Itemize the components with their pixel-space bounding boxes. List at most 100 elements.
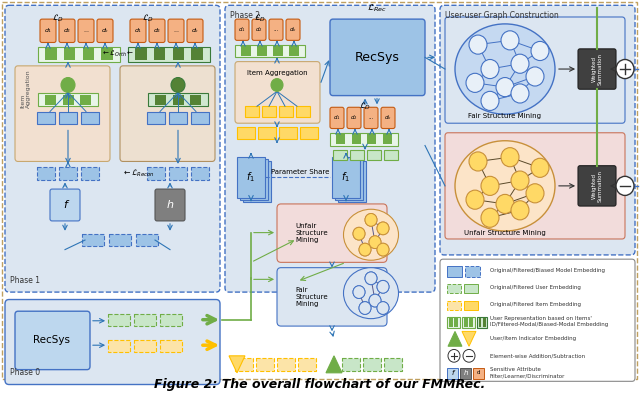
Bar: [235, 45, 305, 57]
Text: $\leftarrow\mathcal{L}_{Orth}\leftarrow$: $\leftarrow\mathcal{L}_{Orth}\leftarrow$: [101, 49, 135, 59]
Circle shape: [501, 148, 519, 167]
Text: $d_1$: $d_1$: [44, 26, 52, 35]
FancyBboxPatch shape: [286, 19, 300, 40]
Bar: [333, 150, 346, 160]
FancyBboxPatch shape: [269, 19, 283, 40]
Text: $f_1$: $f_1$: [246, 171, 255, 184]
Text: $d_2$: $d_2$: [63, 26, 71, 35]
Circle shape: [511, 171, 529, 190]
Bar: [45, 48, 57, 60]
Circle shape: [359, 243, 371, 256]
Circle shape: [526, 67, 544, 86]
Text: $\mathcal{L}_D$: $\mathcal{L}_D$: [359, 101, 371, 112]
Text: ...: ...: [369, 116, 374, 120]
Text: $d_2$: $d_2$: [153, 26, 161, 35]
Bar: [383, 134, 392, 144]
Circle shape: [365, 213, 377, 226]
Bar: [464, 301, 478, 310]
Circle shape: [496, 195, 514, 213]
FancyBboxPatch shape: [187, 19, 203, 42]
Bar: [173, 48, 184, 60]
Bar: [384, 358, 402, 371]
Text: RecSys: RecSys: [33, 335, 70, 345]
Bar: [338, 162, 366, 202]
Bar: [289, 46, 299, 56]
FancyBboxPatch shape: [277, 204, 387, 263]
Bar: [136, 48, 147, 60]
Text: $f_1$: $f_1$: [342, 171, 351, 184]
Bar: [477, 316, 487, 328]
Bar: [332, 157, 360, 198]
FancyBboxPatch shape: [235, 19, 249, 40]
Circle shape: [377, 302, 389, 314]
Bar: [136, 234, 158, 246]
Bar: [134, 314, 156, 326]
Bar: [296, 106, 310, 117]
Bar: [63, 95, 74, 105]
Ellipse shape: [344, 268, 399, 319]
Circle shape: [531, 41, 549, 61]
FancyBboxPatch shape: [155, 189, 185, 221]
Polygon shape: [448, 331, 462, 346]
Text: $\leftarrow\mathcal{L}_{Recon}$: $\leftarrow\mathcal{L}_{Recon}$: [122, 167, 155, 179]
Text: f: f: [451, 370, 454, 376]
Bar: [38, 94, 98, 106]
Ellipse shape: [455, 24, 555, 114]
Text: ...: ...: [173, 28, 179, 33]
Circle shape: [353, 286, 365, 298]
Circle shape: [369, 294, 381, 307]
FancyBboxPatch shape: [578, 49, 616, 89]
FancyBboxPatch shape: [445, 133, 625, 239]
Circle shape: [481, 59, 499, 79]
Circle shape: [496, 77, 514, 97]
Text: User-user Graph Construction: User-user Graph Construction: [445, 11, 559, 20]
Text: h: h: [166, 200, 173, 210]
Bar: [367, 150, 381, 160]
Circle shape: [466, 73, 484, 92]
Bar: [109, 234, 131, 246]
FancyBboxPatch shape: [440, 6, 635, 255]
FancyBboxPatch shape: [78, 19, 94, 42]
Circle shape: [616, 176, 634, 195]
Circle shape: [377, 281, 389, 293]
Circle shape: [369, 294, 381, 307]
Bar: [108, 314, 130, 326]
Circle shape: [359, 302, 371, 314]
Text: $d_k$: $d_k$: [289, 25, 297, 34]
Circle shape: [377, 281, 389, 293]
Text: RecSys: RecSys: [355, 51, 399, 64]
Bar: [169, 112, 187, 124]
Bar: [155, 95, 166, 105]
Circle shape: [359, 302, 371, 314]
Text: Phase 1: Phase 1: [10, 275, 40, 285]
FancyBboxPatch shape: [97, 19, 113, 42]
Text: Original/Filtered Item Embedding: Original/Filtered Item Embedding: [490, 302, 581, 307]
Text: Element-wise Addition/Subtraction: Element-wise Addition/Subtraction: [490, 353, 585, 358]
FancyBboxPatch shape: [225, 6, 435, 292]
Bar: [276, 358, 294, 371]
Text: Fair Structure Mining: Fair Structure Mining: [468, 113, 541, 119]
Circle shape: [271, 79, 283, 91]
Circle shape: [359, 243, 371, 256]
Bar: [470, 318, 473, 327]
Text: f: f: [63, 200, 67, 210]
FancyBboxPatch shape: [50, 189, 80, 221]
Text: ...: ...: [83, 28, 89, 33]
Bar: [147, 167, 165, 180]
Circle shape: [377, 243, 389, 256]
Circle shape: [377, 222, 389, 235]
Bar: [243, 162, 271, 202]
FancyBboxPatch shape: [364, 107, 378, 129]
FancyBboxPatch shape: [252, 19, 266, 40]
Circle shape: [377, 302, 389, 314]
Circle shape: [171, 77, 185, 92]
FancyBboxPatch shape: [440, 259, 635, 381]
FancyBboxPatch shape: [277, 268, 387, 326]
Circle shape: [377, 243, 389, 256]
Circle shape: [481, 91, 499, 110]
Bar: [383, 150, 397, 160]
Bar: [80, 95, 92, 105]
Circle shape: [365, 272, 377, 285]
Text: Item Aggregation: Item Aggregation: [246, 70, 307, 76]
Text: Phase 0: Phase 0: [10, 368, 40, 377]
